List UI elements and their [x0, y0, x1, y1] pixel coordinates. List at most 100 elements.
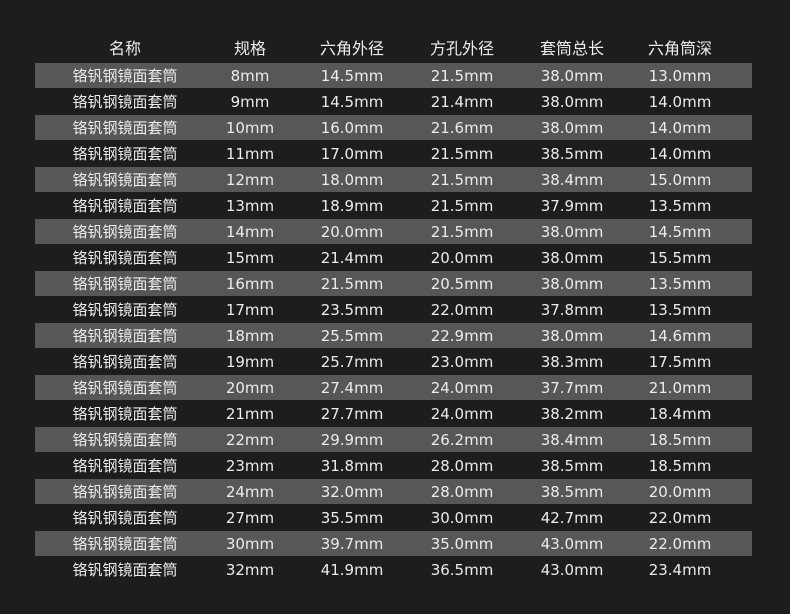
table-cell: 39.7mm	[320, 535, 384, 553]
table-cell: 22mm	[225, 431, 275, 449]
column-header: 六角筒深	[647, 39, 713, 58]
column-header: 规格	[233, 39, 267, 58]
table-cell: 16mm	[225, 275, 275, 293]
table-cell: 21.6mm	[430, 119, 494, 137]
column-header: 六角外径	[319, 39, 385, 58]
table-cell: 30mm	[225, 535, 275, 553]
table-cell: 38.0mm	[540, 327, 604, 345]
table-cell: 21.5mm	[320, 275, 384, 293]
table-cell: 21.5mm	[430, 171, 494, 189]
table-cell: 铬钒钢镜面套筒	[72, 535, 178, 553]
table-cell: 23mm	[225, 457, 275, 475]
table-cell: 24mm	[225, 483, 275, 501]
table-cell: 24.0mm	[430, 379, 494, 397]
table-cell: 14.0mm	[648, 119, 712, 137]
table-cell: 10mm	[225, 119, 275, 137]
table-cell: 20mm	[225, 379, 275, 397]
column-header: 名称	[108, 39, 142, 58]
table-cell: 42.7mm	[540, 509, 604, 527]
table-cell: 铬钒钢镜面套筒	[72, 223, 178, 241]
table-cell: 14.0mm	[648, 145, 712, 163]
table-cell: 19mm	[225, 353, 275, 371]
table-cell: 21.5mm	[430, 67, 494, 85]
table-cell: 14mm	[225, 223, 275, 241]
table-cell: 41.9mm	[320, 561, 384, 579]
table-cell: 23.0mm	[430, 353, 494, 371]
table-cell: 铬钒钢镜面套筒	[72, 379, 178, 397]
row-stripe	[35, 323, 752, 348]
column-header: 套筒总长	[539, 39, 605, 58]
table-cell: 14.5mm	[320, 67, 384, 85]
table-cell: 35.0mm	[430, 535, 494, 553]
table-cell: 18.5mm	[648, 457, 712, 475]
table-cell: 38.0mm	[540, 93, 604, 111]
table-cell: 17mm	[225, 301, 275, 319]
table-cell: 14.5mm	[648, 223, 712, 241]
table-cell: 18.4mm	[648, 405, 712, 423]
table-cell: 22.0mm	[648, 535, 712, 553]
row-stripe	[35, 167, 752, 192]
row-stripe	[35, 115, 752, 140]
table-cell: 铬钒钢镜面套筒	[72, 249, 178, 267]
table-cell: 18.9mm	[320, 197, 384, 215]
table-cell: 21.4mm	[430, 93, 494, 111]
column-header: 方孔外径	[429, 39, 495, 58]
table-cell: 28.0mm	[430, 483, 494, 501]
table-cell: 27.7mm	[320, 405, 384, 423]
table-cell: 铬钒钢镜面套筒	[72, 457, 178, 475]
table-cell: 23.5mm	[320, 301, 384, 319]
table-cell: 21.4mm	[320, 249, 384, 267]
table-cell: 铬钒钢镜面套筒	[72, 509, 178, 527]
table-cell: 铬钒钢镜面套筒	[72, 327, 178, 345]
table-cell: 8mm	[230, 67, 270, 85]
table-cell: 30.0mm	[430, 509, 494, 527]
table-cell: 38.0mm	[540, 275, 604, 293]
table-cell: 15.5mm	[648, 249, 712, 267]
table-cell: 铬钒钢镜面套筒	[72, 431, 178, 449]
table-cell: 17.0mm	[320, 145, 384, 163]
table-cell: 21.5mm	[430, 197, 494, 215]
table-cell: 37.7mm	[540, 379, 604, 397]
table-cell: 23.4mm	[648, 561, 712, 579]
table-cell: 38.5mm	[540, 483, 604, 501]
table-cell: 38.4mm	[540, 171, 604, 189]
row-stripe	[35, 375, 752, 400]
table-cell: 32.0mm	[320, 483, 384, 501]
table-cell: 20.0mm	[430, 249, 494, 267]
table-cell: 24.0mm	[430, 405, 494, 423]
table-cell: 14.0mm	[648, 93, 712, 111]
table-cell: 铬钒钢镜面套筒	[72, 561, 178, 579]
table-cell: 铬钒钢镜面套筒	[72, 197, 178, 215]
table-cell: 18.5mm	[648, 431, 712, 449]
table-cell: 13mm	[225, 197, 275, 215]
table-cell: 43.0mm	[540, 561, 604, 579]
table-cell: 28.0mm	[430, 457, 494, 475]
row-stripe	[35, 531, 752, 556]
table-cell: 38.0mm	[540, 67, 604, 85]
table-cell: 铬钒钢镜面套筒	[72, 119, 178, 137]
table-cell: 35.5mm	[320, 509, 384, 527]
table-cell: 铬钒钢镜面套筒	[72, 353, 178, 371]
table-cell: 铬钒钢镜面套筒	[72, 93, 178, 111]
table-cell: 27mm	[225, 509, 275, 527]
table-cell: 36.5mm	[430, 561, 494, 579]
table-cell: 38.5mm	[540, 457, 604, 475]
table-cell: 22.0mm	[430, 301, 494, 319]
table-cell: 38.3mm	[540, 353, 604, 371]
table-cell: 12mm	[225, 171, 275, 189]
table-cell: 31.8mm	[320, 457, 384, 475]
table-cell: 43.0mm	[540, 535, 604, 553]
table-cell: 21.5mm	[430, 145, 494, 163]
table-cell: 22.0mm	[648, 509, 712, 527]
table-cell: 11mm	[225, 145, 275, 163]
table-cell: 25.7mm	[320, 353, 384, 371]
table-cell: 27.4mm	[320, 379, 384, 397]
table-cell: 38.2mm	[540, 405, 604, 423]
table-cell: 铬钒钢镜面套筒	[72, 171, 178, 189]
table-cell: 铬钒钢镜面套筒	[72, 405, 178, 423]
row-stripe	[35, 271, 752, 296]
table-cell: 22.9mm	[430, 327, 494, 345]
row-stripe	[35, 219, 752, 244]
table-cell: 16.0mm	[320, 119, 384, 137]
